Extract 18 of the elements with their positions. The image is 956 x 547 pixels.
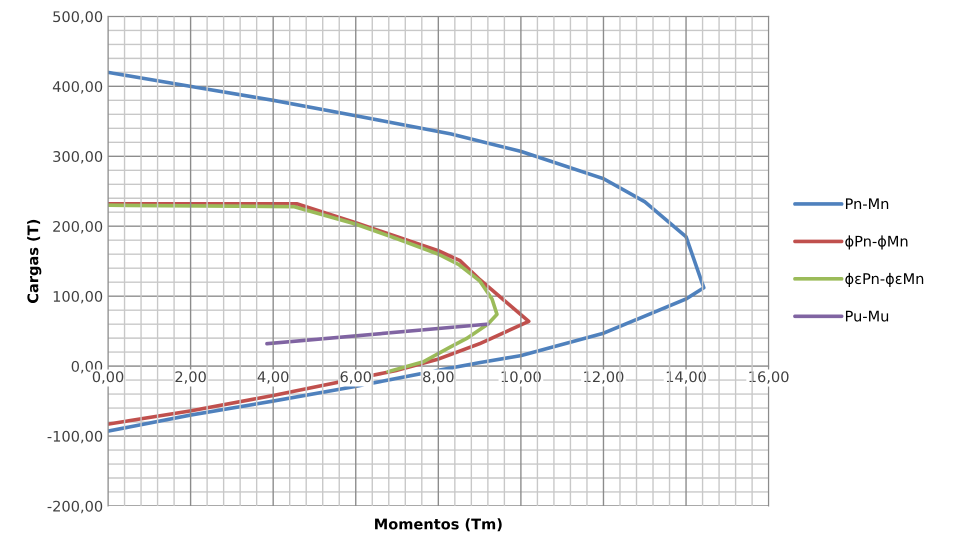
x-axis-title: Momentos (Tm) [375,518,502,532]
y-tick-label: 500,00 [53,11,102,24]
y-tick-label: -200,00 [48,500,102,514]
y-tick-label: 400,00 [52,81,102,94]
x-tick-label: 2,00 [175,371,206,384]
x-tick-label: 8,00 [423,371,454,384]
x-tick-label: 4,00 [258,371,288,384]
legend-label: Pu-Mu [846,310,888,322]
y-tick-label: 200,00 [53,220,102,234]
y-tick-label: -100,00 [48,430,102,444]
y-tick-label: 100,00 [54,290,102,304]
legend-label: Pn-Mn [846,198,888,210]
x-tick-label: 16,00 [749,371,789,384]
legend-label: ϕεPn-ϕεMn [845,272,924,287]
y-axis-title: Cargas (T) [27,220,42,303]
legend-label: ϕPn-ϕMn [845,235,908,250]
y-tick-label: 300,00 [53,151,102,164]
x-tick-label: 0,00 [92,371,124,384]
